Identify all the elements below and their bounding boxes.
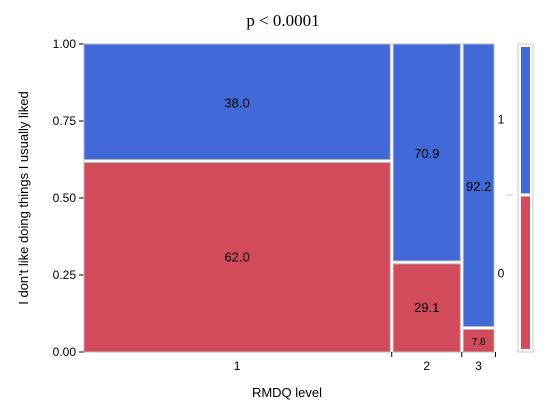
- x-axis-label: RMDQ level: [252, 385, 322, 400]
- mosaic-cell-series-0: [83, 162, 391, 353]
- plot-area: 0.00 0.25 0.50 0.75 1.00 62.0 38.0 1 29.1 70.9 2 7.…: [53, 37, 496, 373]
- y-tick-label: 0.75: [53, 114, 77, 128]
- mosaic-cell-series-0: [462, 328, 495, 353]
- y-axis-label: I don't like doing things I usually like…: [16, 91, 31, 305]
- cell-label: 62.0: [224, 250, 249, 265]
- cell-label: 38.0: [224, 96, 249, 111]
- x-tick-label: 3: [475, 359, 482, 373]
- y-tick-label: 0.25: [53, 268, 77, 282]
- mosaic-cell-series-1: [462, 43, 495, 327]
- cell-label: 92.2: [466, 179, 491, 194]
- legend-label: 1: [498, 112, 505, 126]
- x-tick-label: 1: [234, 359, 241, 373]
- cell-label: 29.1: [414, 300, 439, 315]
- legend-label: 0: [498, 266, 505, 280]
- cell-label: 70.9: [414, 146, 439, 161]
- legend-swatch-0: [521, 196, 530, 349]
- mosaic-cell-series-1: [83, 43, 391, 161]
- mosaic-cell-series-1: [392, 43, 461, 262]
- y-tick-label: 1.00: [53, 37, 77, 51]
- legend-swatch-1: [521, 47, 530, 194]
- legend: 10: [498, 43, 534, 353]
- y-tick-label: 0.50: [53, 191, 77, 205]
- chart-title: p < 0.0001: [246, 11, 319, 30]
- mosaic-cell-series-0: [392, 263, 461, 353]
- cell-label: 7.8: [472, 337, 486, 348]
- y-tick-label: 0.00: [53, 345, 77, 359]
- x-tick-label: 2: [423, 359, 430, 373]
